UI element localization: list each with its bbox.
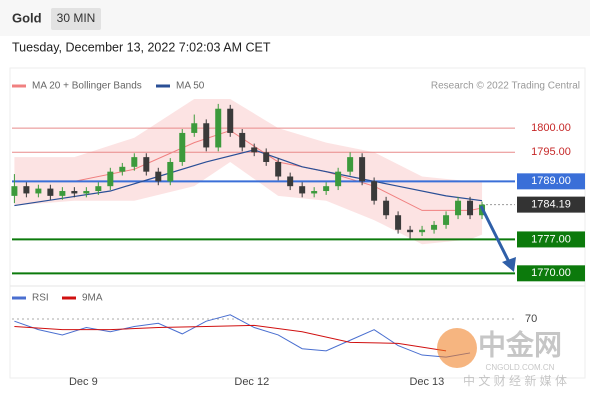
watermark-logo [437,328,477,368]
candle-body [263,152,270,162]
candle-body [431,224,438,230]
candle-body [299,186,306,194]
candle-body [251,147,258,153]
candle-body [107,171,114,187]
watermark-name: 中金网 [478,328,562,360]
price-panel: 1800.00 1795.00 1789.00 1784.19 1777.00 1770.… [11,99,585,282]
candle-body [419,229,426,233]
candle-body [371,181,378,201]
candle-body [323,186,330,192]
chart-frame [9,67,586,379]
candle-body [11,186,18,196]
candle-body [383,200,390,216]
y-tick-label: 70 [525,313,537,325]
candle-body [95,186,102,192]
candle-body [23,186,30,194]
level-label: 1777.00 [531,233,571,245]
rsi-line [14,324,447,352]
x-tick-label: Dec 13 [409,376,444,388]
candle-body [335,171,342,187]
legend-label: 9MA [82,293,103,304]
x-tick-label: Dec 12 [234,376,269,388]
x-tick-label: Dec 9 [69,376,98,388]
candle-body [191,123,198,133]
candle-body [71,191,78,194]
symbol: Gold [12,10,42,25]
candle-body [35,188,42,194]
level-label: 1800.00 [531,122,571,134]
timestamp: Tuesday, December 13, 2022 7:02:03 AM CE… [12,40,271,54]
interval-label[interactable]: 30 MIN [57,11,96,25]
level-box [517,173,585,190]
legend-label: MA 20 + Bollinger Bands [32,81,142,92]
candle-body [155,171,162,182]
candle-body [239,132,246,148]
legend-label: MA 50 [176,81,205,92]
candle-body [347,157,354,172]
forecast-arrowhead [502,257,516,272]
source: Research © 2022 Trading Central [431,81,580,92]
candle-body [83,191,90,194]
watermark-site: CNGOLD.COM.CN [486,363,555,372]
candle-body [203,123,210,148]
level-label: 1770.00 [531,267,571,279]
level-label: 1789.00 [531,175,571,187]
candle-body [47,188,54,196]
watermark: 中金网 CNGOLD.COM.CN 中 文 财 经 新 媒 体 [437,328,567,388]
candle-body [167,161,174,182]
candle-body [131,157,138,167]
candle-body [215,108,222,148]
legend-label: RSI [32,293,49,304]
level-box [517,231,585,248]
candle-body [395,215,402,230]
level-box [517,265,585,282]
level-label: 1795.00 [531,146,571,158]
candle-body [179,132,186,162]
candle-body [59,191,66,196]
candle-body [143,157,150,172]
bollinger-fill [14,99,483,245]
candle-body [119,166,126,172]
candle-body [311,191,318,194]
candle-body [467,200,474,216]
candle-body [227,108,234,133]
candle-body [359,157,366,182]
forecast-arrow [479,205,511,263]
candle-body [455,200,462,216]
level-label: 1784.19 [531,199,571,211]
candle-body [407,229,414,233]
interval-button[interactable] [51,8,101,30]
candle-body [275,161,282,177]
candle-body [287,176,294,187]
rsi-panel: 70 [12,313,537,358]
candle-body [443,215,450,225]
level-box [517,196,585,213]
watermark-tagline: 中 文 财 经 新 媒 体 [463,373,567,388]
